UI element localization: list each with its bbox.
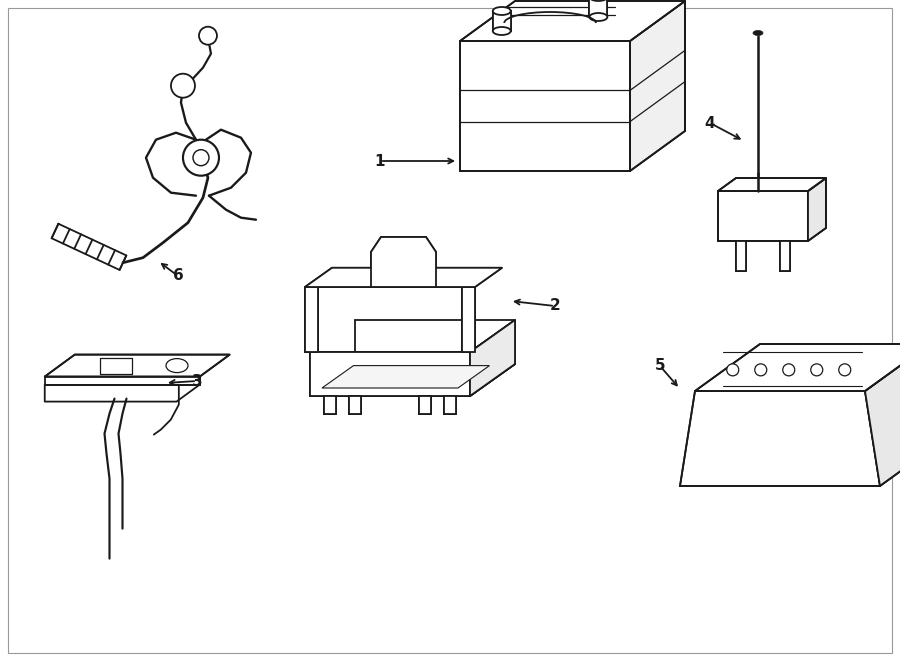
Circle shape bbox=[171, 73, 195, 98]
Polygon shape bbox=[493, 11, 511, 31]
Circle shape bbox=[727, 364, 739, 376]
Polygon shape bbox=[305, 287, 318, 352]
Ellipse shape bbox=[166, 359, 188, 373]
Polygon shape bbox=[305, 268, 502, 287]
Polygon shape bbox=[470, 320, 515, 396]
Ellipse shape bbox=[493, 27, 511, 35]
Circle shape bbox=[193, 149, 209, 166]
Circle shape bbox=[755, 364, 767, 376]
Ellipse shape bbox=[590, 13, 608, 21]
Text: 4: 4 bbox=[705, 116, 716, 130]
Polygon shape bbox=[695, 344, 900, 391]
Circle shape bbox=[199, 26, 217, 45]
Polygon shape bbox=[45, 377, 200, 385]
Text: 2: 2 bbox=[550, 299, 561, 313]
Polygon shape bbox=[419, 396, 431, 414]
Polygon shape bbox=[718, 191, 808, 241]
Polygon shape bbox=[310, 364, 515, 396]
Polygon shape bbox=[444, 396, 456, 414]
Polygon shape bbox=[630, 1, 685, 171]
Text: 6: 6 bbox=[173, 268, 184, 284]
Ellipse shape bbox=[493, 7, 511, 15]
Polygon shape bbox=[460, 41, 630, 171]
Polygon shape bbox=[736, 241, 746, 271]
Circle shape bbox=[839, 364, 850, 376]
Polygon shape bbox=[718, 178, 826, 191]
Polygon shape bbox=[680, 391, 880, 486]
Polygon shape bbox=[590, 0, 608, 17]
Circle shape bbox=[811, 364, 823, 376]
Polygon shape bbox=[349, 396, 361, 414]
Ellipse shape bbox=[753, 30, 763, 36]
Text: 5: 5 bbox=[654, 358, 665, 373]
Polygon shape bbox=[310, 352, 470, 396]
Text: 1: 1 bbox=[374, 153, 385, 169]
Ellipse shape bbox=[590, 0, 608, 1]
Circle shape bbox=[183, 139, 219, 176]
Polygon shape bbox=[780, 241, 790, 271]
Circle shape bbox=[783, 364, 795, 376]
Polygon shape bbox=[324, 396, 336, 414]
Text: 3: 3 bbox=[192, 373, 202, 389]
Polygon shape bbox=[460, 1, 685, 41]
Polygon shape bbox=[371, 237, 436, 287]
Polygon shape bbox=[462, 287, 475, 352]
Polygon shape bbox=[808, 178, 826, 241]
Polygon shape bbox=[322, 366, 490, 388]
Polygon shape bbox=[865, 344, 900, 486]
Polygon shape bbox=[45, 354, 230, 377]
